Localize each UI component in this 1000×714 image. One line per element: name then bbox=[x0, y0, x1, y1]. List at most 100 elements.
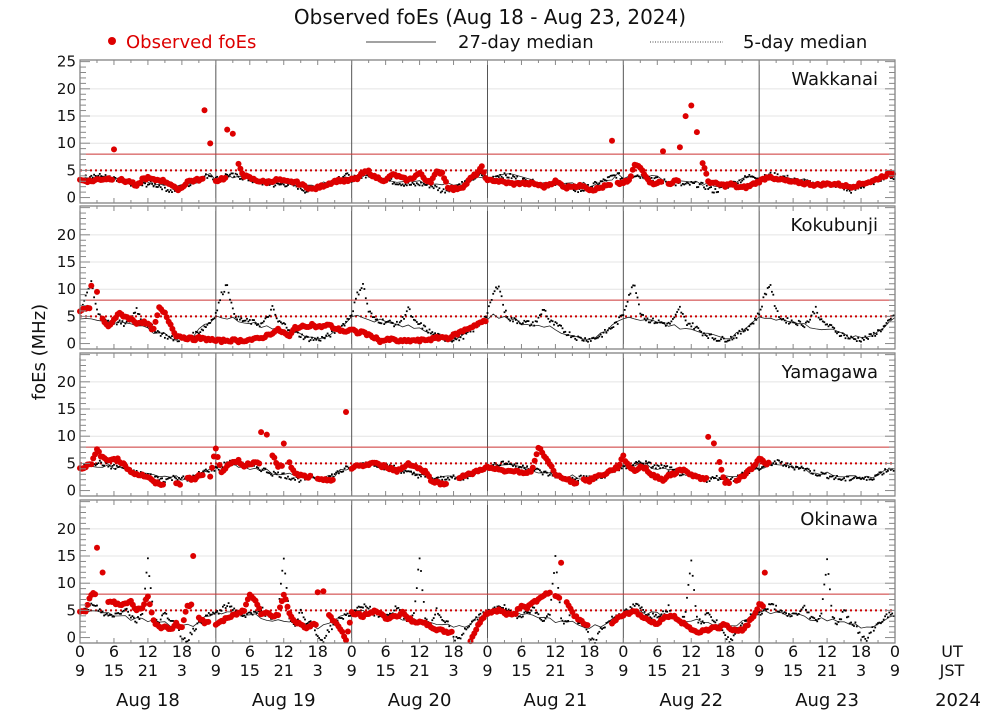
median-5day-point bbox=[840, 334, 843, 337]
median-5day-point bbox=[621, 314, 623, 317]
median-5day-point bbox=[858, 476, 861, 479]
median-5day-point bbox=[680, 474, 683, 477]
x-tick-label-jst: 9 bbox=[347, 661, 357, 680]
median-5day-point bbox=[233, 607, 236, 610]
observed-point bbox=[448, 628, 455, 635]
median-5day-point bbox=[362, 283, 364, 285]
median-5day-point bbox=[349, 614, 352, 617]
median-5day-point bbox=[857, 477, 860, 479]
observed-point bbox=[201, 107, 208, 114]
median-5day-point bbox=[192, 474, 195, 477]
median-5day-point bbox=[602, 178, 605, 181]
median-5day-point bbox=[639, 312, 642, 315]
x-axis: 0961512211830961512211830961512211830961… bbox=[75, 642, 981, 711]
median-5day-point bbox=[831, 326, 834, 329]
median-5day-point bbox=[155, 331, 158, 334]
median-5day-point bbox=[529, 612, 531, 614]
median-5day-point bbox=[786, 174, 789, 177]
median-5day-point bbox=[797, 319, 800, 322]
median-5day-point bbox=[703, 332, 705, 335]
median-5day-point bbox=[444, 340, 446, 342]
observed-point bbox=[152, 318, 159, 325]
median-5day-point bbox=[655, 176, 657, 179]
median-5day-point bbox=[349, 315, 352, 317]
median-5day-point bbox=[312, 339, 315, 341]
median-5day-point bbox=[495, 286, 497, 289]
median-5day-point bbox=[647, 461, 650, 464]
median-5day-point bbox=[650, 177, 653, 179]
median-5day-point bbox=[118, 465, 121, 468]
median-5day-point bbox=[638, 303, 640, 306]
median-5day-point bbox=[466, 626, 469, 629]
median-5day-point bbox=[287, 475, 289, 478]
median-5day-point bbox=[309, 339, 312, 341]
observed-point bbox=[658, 178, 665, 185]
median-5day-point bbox=[346, 317, 349, 320]
median-5day-point bbox=[500, 295, 503, 298]
median-5day-point bbox=[840, 479, 843, 481]
median-5day-point bbox=[611, 174, 613, 177]
median-5day-point bbox=[413, 612, 415, 614]
observed-point bbox=[529, 464, 536, 471]
median-5day-point bbox=[837, 621, 840, 623]
median-5day-point bbox=[868, 632, 871, 635]
median-5day-point bbox=[705, 335, 708, 337]
observed-point bbox=[282, 596, 289, 603]
median-5day-point bbox=[771, 603, 773, 605]
median-5day-point bbox=[584, 337, 586, 339]
median-5day-point bbox=[514, 465, 517, 468]
median-5day-point bbox=[248, 319, 251, 321]
median-5day-point bbox=[519, 322, 521, 325]
median-5day-point bbox=[708, 333, 711, 336]
observed-point bbox=[439, 169, 446, 176]
median-5day-point bbox=[769, 171, 772, 174]
y-tick-label: 0 bbox=[66, 482, 76, 500]
median-5day-point bbox=[820, 612, 823, 615]
observed-series bbox=[77, 282, 489, 346]
median-5day-point bbox=[405, 470, 408, 473]
median-5day-point bbox=[127, 610, 129, 613]
median-5day-point bbox=[387, 320, 390, 323]
median-5day-point bbox=[171, 191, 173, 193]
observed-point bbox=[258, 429, 265, 436]
median-5day-point bbox=[560, 324, 562, 327]
median-5day-point bbox=[418, 557, 421, 560]
median-5day-point bbox=[91, 176, 94, 179]
median-5day-point bbox=[94, 175, 97, 177]
median-5day-point bbox=[705, 184, 708, 187]
median-5day-point bbox=[346, 612, 349, 615]
observed-point bbox=[243, 601, 249, 608]
median-5day-point bbox=[748, 174, 751, 176]
median-5day-point bbox=[230, 605, 233, 608]
median-5day-point bbox=[806, 320, 809, 323]
median-5day-point bbox=[250, 612, 253, 614]
median-5day-point bbox=[846, 334, 848, 337]
observed-point bbox=[320, 588, 327, 595]
observed-point bbox=[676, 144, 683, 151]
median-5day-point bbox=[260, 470, 262, 473]
median-5day-point bbox=[403, 185, 405, 187]
median-5day-point bbox=[239, 178, 241, 180]
observed-point bbox=[609, 137, 615, 144]
median-5day-point bbox=[404, 183, 407, 186]
median-5day-point bbox=[502, 460, 504, 463]
median-5day-point bbox=[473, 618, 476, 621]
observed-point bbox=[180, 617, 187, 624]
median-5day-point bbox=[234, 316, 237, 319]
median-5day-point bbox=[541, 620, 544, 622]
median-5day-point bbox=[496, 175, 499, 177]
median-5day-point bbox=[394, 323, 397, 326]
legend-observed-marker bbox=[108, 37, 116, 45]
median-5day-point bbox=[632, 603, 635, 606]
median-5day-point bbox=[621, 467, 623, 470]
observed-point bbox=[343, 409, 349, 415]
median-5day-point bbox=[398, 321, 401, 324]
median-5day-point bbox=[220, 291, 223, 294]
median-5day-point bbox=[601, 628, 603, 630]
median-5day-point bbox=[555, 322, 558, 325]
median-5day-point bbox=[435, 185, 438, 188]
median-5day-point bbox=[422, 182, 425, 185]
median-5day-point bbox=[858, 631, 861, 634]
median-5day-point bbox=[144, 587, 146, 590]
median-5day-point bbox=[649, 616, 652, 619]
